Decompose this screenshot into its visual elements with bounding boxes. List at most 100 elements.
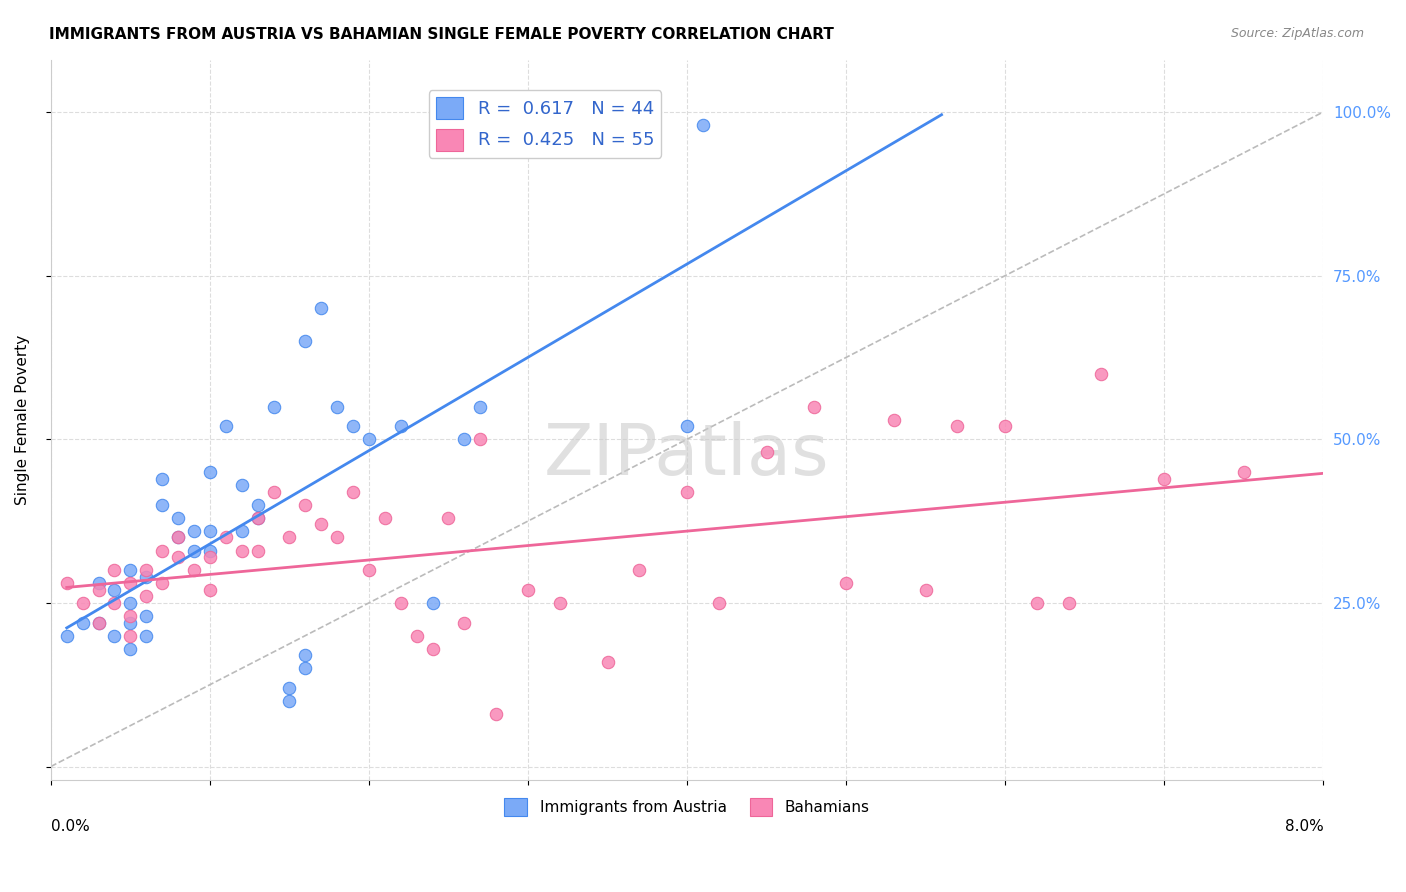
Point [914, 582, 936, 597]
Point [946, 419, 969, 434]
Point [72, 596, 94, 610]
Point [309, 301, 332, 316]
Point [103, 582, 125, 597]
Point [835, 576, 858, 591]
Point [135, 629, 157, 643]
Point [198, 550, 221, 565]
Point [326, 400, 349, 414]
Point [120, 563, 142, 577]
Point [707, 596, 730, 610]
Point [120, 576, 142, 591]
Point [150, 471, 173, 485]
Point [183, 543, 205, 558]
Point [676, 484, 699, 499]
Point [215, 419, 238, 434]
Point [103, 563, 125, 577]
Point [231, 543, 253, 558]
Point [72, 615, 94, 630]
Point [231, 524, 253, 538]
Point [422, 641, 444, 656]
Point [87, 576, 110, 591]
Point [263, 484, 285, 499]
Point [357, 563, 380, 577]
Point [294, 334, 316, 348]
Point [1153, 471, 1175, 485]
Point [120, 629, 142, 643]
Point [55, 629, 77, 643]
Legend: Immigrants from Austria, Bahamians: Immigrants from Austria, Bahamians [498, 791, 876, 822]
Point [135, 609, 157, 624]
Point [120, 609, 142, 624]
Point [564, 118, 586, 132]
Point [55, 576, 77, 591]
Point [150, 576, 173, 591]
Text: ZIPatlas: ZIPatlas [544, 421, 830, 490]
Point [120, 615, 142, 630]
Point [150, 543, 173, 558]
Point [389, 596, 412, 610]
Point [485, 707, 508, 722]
Point [278, 531, 301, 545]
Point [120, 596, 142, 610]
Point [389, 419, 412, 434]
Point [198, 543, 221, 558]
Point [342, 484, 364, 499]
Point [453, 432, 475, 446]
Point [198, 524, 221, 538]
Point [246, 543, 269, 558]
Point [422, 596, 444, 610]
Point [198, 465, 221, 479]
Point [246, 510, 269, 524]
Point [103, 596, 125, 610]
Point [167, 550, 190, 565]
Point [342, 419, 364, 434]
Point [628, 563, 651, 577]
Point [150, 498, 173, 512]
Point [135, 563, 157, 577]
Point [135, 590, 157, 604]
Point [1090, 367, 1112, 381]
Text: 8.0%: 8.0% [1285, 819, 1323, 834]
Point [87, 615, 110, 630]
Point [263, 400, 285, 414]
Point [246, 498, 269, 512]
Point [167, 531, 190, 545]
Point [167, 510, 190, 524]
Point [103, 629, 125, 643]
Point [278, 681, 301, 695]
Point [548, 596, 571, 610]
Point [87, 582, 110, 597]
Point [883, 412, 905, 426]
Point [215, 531, 238, 545]
Point [1057, 596, 1080, 610]
Point [231, 478, 253, 492]
Point [374, 510, 396, 524]
Point [294, 648, 316, 663]
Point [470, 400, 492, 414]
Point [309, 517, 332, 532]
Point [692, 118, 714, 132]
Text: 0.0%: 0.0% [51, 819, 90, 834]
Point [803, 400, 825, 414]
Text: Source: ZipAtlas.com: Source: ZipAtlas.com [1230, 27, 1364, 40]
Point [1026, 596, 1049, 610]
Point [994, 419, 1017, 434]
Point [183, 563, 205, 577]
Point [120, 641, 142, 656]
Point [517, 582, 540, 597]
Point [405, 629, 427, 643]
Point [453, 615, 475, 630]
Point [357, 432, 380, 446]
Point [87, 615, 110, 630]
Point [437, 510, 460, 524]
Point [755, 445, 778, 459]
Point [596, 655, 619, 669]
Point [294, 661, 316, 675]
Point [198, 582, 221, 597]
Point [183, 524, 205, 538]
Point [676, 419, 699, 434]
Text: IMMIGRANTS FROM AUSTRIA VS BAHAMIAN SINGLE FEMALE POVERTY CORRELATION CHART: IMMIGRANTS FROM AUSTRIA VS BAHAMIAN SING… [49, 27, 834, 42]
Point [326, 531, 349, 545]
Point [1233, 465, 1256, 479]
Point [294, 498, 316, 512]
